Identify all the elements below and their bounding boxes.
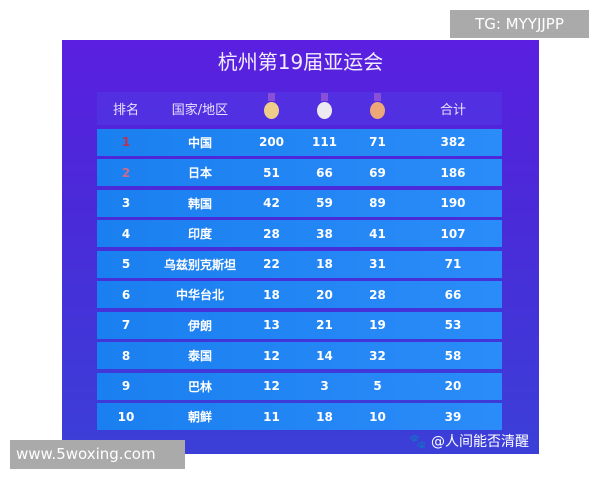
cell-gold: 200 [258, 135, 285, 149]
cell-rank: 1 [121, 135, 131, 149]
table-row: 5 乌兹别克斯坦 22 18 31 71 [97, 250, 502, 278]
cell-bronze: 31 [369, 257, 386, 271]
cell-silver: 21 [316, 318, 333, 332]
table-row: 10 朝鲜 11 18 10 39 [97, 403, 502, 430]
table-row: 4 印度 28 38 41 107 [97, 220, 502, 247]
paw-icon: 🐾 [409, 434, 427, 450]
medal-table: 排名 国家/地区 合计 1 中国 200 111 71 382 2 日本 51 66 69 186 3 韩… [97, 92, 502, 430]
cell-gold: 12 [263, 379, 280, 393]
cell-bronze: 69 [369, 165, 386, 180]
cell-bronze: 19 [369, 318, 386, 332]
cell-total: 71 [444, 257, 462, 271]
cell-gold: 18 [263, 287, 280, 302]
cell-gold: 51 [263, 165, 280, 180]
cell-bronze: 32 [369, 348, 386, 363]
header-silver [298, 93, 351, 119]
cell-silver: 66 [316, 165, 333, 180]
silver-medal-icon [317, 93, 332, 119]
cell-silver: 38 [316, 226, 333, 241]
cell-gold: 28 [263, 226, 280, 241]
cell-total: 186 [440, 165, 466, 180]
table-row: 6 中华台北 18 20 28 66 [97, 281, 502, 308]
cell-silver: 14 [316, 348, 333, 363]
cell-bronze: 89 [369, 196, 386, 210]
cell-rank: 5 [121, 257, 131, 271]
cell-gold: 42 [263, 196, 280, 210]
table-row: 2 日本 51 66 69 186 [97, 159, 502, 186]
cell-country: 韩国 [187, 196, 212, 211]
cell-total: 190 [440, 196, 466, 210]
cell-gold: 13 [263, 318, 280, 332]
cell-total: 107 [440, 226, 466, 241]
gold-medal-icon [264, 93, 279, 119]
cell-gold: 11 [263, 409, 280, 424]
cell-country: 中华台北 [175, 288, 224, 302]
cell-country: 朝鲜 [187, 410, 212, 424]
cell-silver: 3 [320, 379, 329, 393]
cell-total: 66 [444, 287, 462, 302]
table-row: 3 韩国 42 59 89 190 [97, 189, 502, 217]
header-bronze [351, 93, 404, 119]
bronze-medal-icon [370, 93, 385, 119]
cell-rank: 3 [121, 196, 131, 210]
table-row: 8 泰国 12 14 32 58 [97, 342, 502, 369]
table-row: 9 巴林 12 3 5 20 [97, 372, 502, 400]
table-row: 7 伊朗 13 21 19 53 [97, 311, 502, 339]
cell-total: 53 [444, 318, 462, 332]
header-gold [245, 93, 298, 119]
cell-country: 伊朗 [187, 318, 212, 333]
cell-bronze: 5 [373, 379, 382, 393]
cell-rank: 2 [121, 165, 131, 180]
header-total: 合计 [439, 103, 466, 118]
cell-country: 日本 [187, 166, 212, 180]
cell-bronze: 41 [369, 226, 386, 241]
site-watermark: www.5woxing.com [10, 440, 185, 469]
cell-rank: 9 [121, 379, 131, 393]
weibo-handle: @人间能否清醒 [431, 434, 529, 450]
header-country: 国家/地区 [171, 103, 229, 118]
cell-total: 58 [444, 348, 462, 363]
medal-table-poster: 杭州第19届亚运会 排名 国家/地区 合计 1 中国 200 111 71 382 2 日本 5… [62, 40, 539, 454]
table-body: 1 中国 200 111 71 382 2 日本 51 66 69 186 3 韩国 42 59 89 190 4 印… [97, 128, 502, 430]
cell-silver: 18 [316, 409, 333, 424]
cell-total: 39 [444, 409, 462, 424]
weibo-watermark: 🐾 @人间能否清醒 [409, 433, 529, 451]
cell-silver: 18 [316, 257, 333, 271]
cell-country: 巴林 [187, 379, 212, 394]
cell-country: 乌兹别克斯坦 [163, 257, 236, 272]
cell-bronze: 28 [369, 287, 386, 302]
table-header: 排名 国家/地区 合计 [97, 92, 502, 125]
cell-gold: 12 [263, 348, 280, 363]
tg-watermark: TG: MYYJJPP [450, 10, 589, 38]
cell-rank: 4 [121, 226, 131, 241]
cell-rank: 6 [121, 287, 131, 302]
cell-total: 382 [440, 135, 466, 149]
cell-country: 泰国 [187, 349, 212, 363]
cell-silver: 111 [311, 135, 338, 149]
cell-total: 20 [444, 379, 462, 393]
cell-bronze: 71 [369, 135, 386, 149]
header-rank: 排名 [112, 103, 139, 118]
poster-title: 杭州第19届亚运会 [217, 50, 384, 74]
cell-silver: 20 [316, 287, 333, 302]
cell-rank: 8 [121, 348, 131, 363]
cell-rank: 10 [117, 409, 135, 424]
cell-country: 中国 [187, 135, 212, 150]
cell-country: 印度 [187, 227, 212, 241]
cell-rank: 7 [121, 318, 131, 332]
cell-silver: 59 [316, 196, 333, 210]
table-row: 1 中国 200 111 71 382 [97, 128, 502, 156]
cell-gold: 22 [263, 257, 280, 271]
cell-bronze: 10 [369, 409, 386, 424]
